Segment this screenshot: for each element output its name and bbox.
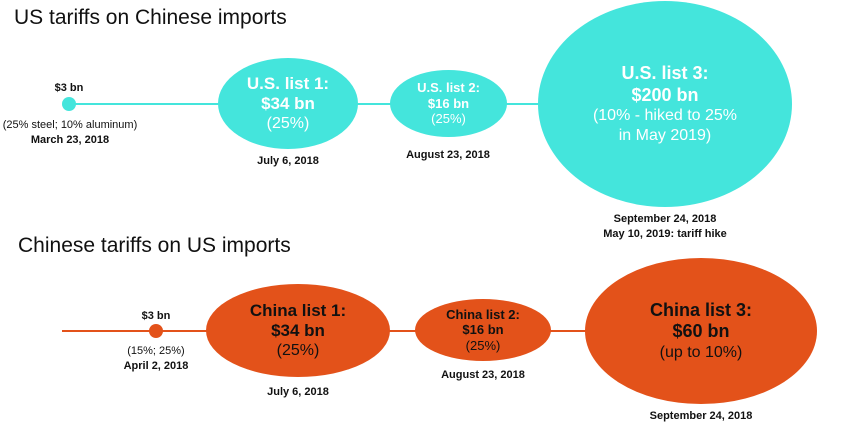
us-start-date: March 23, 2018 xyxy=(30,134,110,146)
china-list-3-rate: (up to 10%) xyxy=(659,344,743,361)
us-list-3-date-main: September 24, 2018 xyxy=(613,213,717,225)
china-list-1-rate: (25%) xyxy=(276,342,320,360)
us-list-2-bubble: U.S. list 2: $16 bn (25%) xyxy=(390,70,507,137)
us-list-1-name: U.S. list 1: xyxy=(246,73,330,93)
us-list-2-amount: $16 bn xyxy=(427,95,470,111)
us-list-3-bubble: U.S. list 3: $200 bn (10% - hiked to 25%… xyxy=(538,1,792,207)
us-list-3-date: September 24, 2018 May 10, 2019: tariff … xyxy=(600,212,730,242)
china-start-date: April 2, 2018 xyxy=(123,360,189,372)
china-start-dot xyxy=(149,324,163,338)
china-list-1-bubble: China list 1: $34 bn (25%) xyxy=(206,284,390,377)
china-list-2-bubble: China list 2: $16 bn (25%) xyxy=(415,299,551,361)
us-list-1-rate: (25%) xyxy=(266,115,310,133)
china-start-amount: $3 bn xyxy=(141,310,171,322)
china-start-rate: (15%; 25%) xyxy=(127,345,185,357)
us-list-3-date-extra: May 10, 2019: tariff hike xyxy=(603,227,727,240)
us-start-dot xyxy=(62,97,76,111)
us-list-1-amount: $34 bn xyxy=(261,93,315,113)
china-list-1-amount: $34 bn xyxy=(271,320,325,340)
us-list-2-rate: (25%) xyxy=(431,111,466,127)
china-list-2-name: China list 2: xyxy=(446,306,520,322)
china-list-3-date: September 24, 2018 xyxy=(649,410,753,422)
us-list-1-date: July 6, 2018 xyxy=(257,155,319,167)
china-list-1-date: July 6, 2018 xyxy=(267,386,329,398)
china-list-3-bubble: China list 3: $60 bn (up to 10%) xyxy=(585,258,817,404)
china-list-1-name: China list 1: xyxy=(249,300,347,320)
us-list-1-bubble: U.S. list 1: $34 bn (25%) xyxy=(218,58,358,149)
us-list-2-date: August 23, 2018 xyxy=(406,149,490,161)
china-section-title: Chinese tariffs on US imports xyxy=(18,234,291,257)
us-list-3-name: U.S. list 3: xyxy=(621,63,709,84)
china-list-3-name: China list 3: xyxy=(649,299,752,320)
us-start-rate: (25% steel; 10% aluminum) xyxy=(2,119,138,131)
us-list-3-amount: $200 bn xyxy=(631,84,699,105)
china-list-2-amount: $16 bn xyxy=(462,322,504,338)
us-start-amount: $3 bn xyxy=(54,82,84,94)
china-list-2-date: August 23, 2018 xyxy=(441,369,525,381)
us-list-3-rate: (10% - hiked to 25% in May 2019) xyxy=(592,107,738,144)
us-list-2-name: U.S. list 2: xyxy=(417,80,480,96)
us-section-title: US tariffs on Chinese imports xyxy=(14,6,287,29)
china-list-2-rate: (25%) xyxy=(465,337,501,353)
china-list-3-amount: $60 bn xyxy=(672,321,730,342)
